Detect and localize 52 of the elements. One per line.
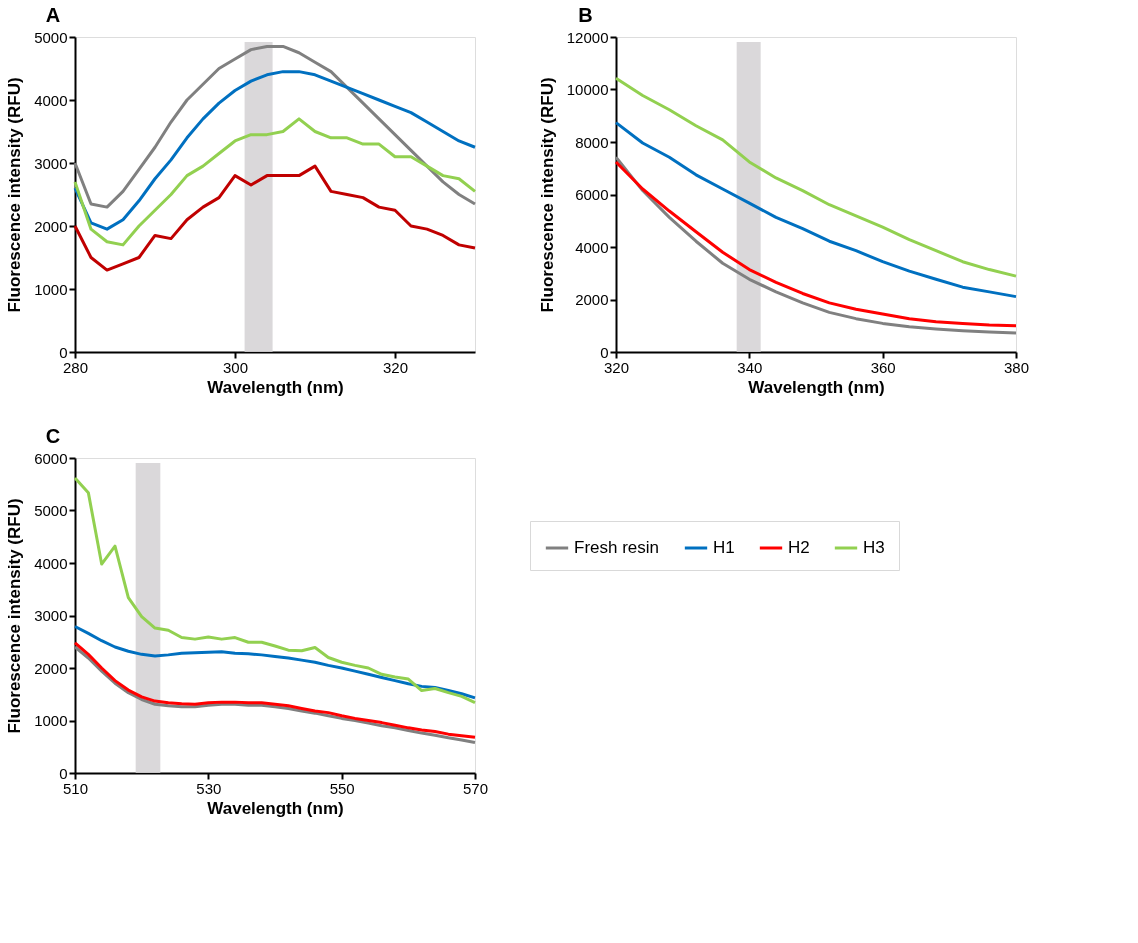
- x-tick-label: 300: [222, 358, 249, 376]
- x-tick-label: 380: [1003, 358, 1030, 376]
- line-series: [73, 70, 477, 231]
- y-tick-label: 5000: [34, 502, 68, 519]
- y-tick-label: 0: [59, 343, 68, 361]
- y-axis-title: Fluorescence intensity (RFU): [5, 77, 25, 313]
- x-tick-label: 510: [62, 779, 89, 797]
- x-tick-label: 320: [382, 358, 409, 376]
- x-axis-title: Wavelength (nm): [748, 377, 885, 397]
- y-tick-label: 2000: [575, 291, 609, 308]
- y-tick-label: 1000: [34, 280, 68, 298]
- x-tick-label: 320: [603, 358, 630, 376]
- line-series: [73, 117, 477, 247]
- y-tick-label: 4000: [575, 238, 609, 256]
- x-tick-label: 280: [62, 358, 89, 376]
- y-tick-label: 4000: [34, 554, 68, 572]
- line-series: [73, 625, 477, 700]
- legend-label: H3: [863, 538, 885, 557]
- y-tick-label: 8000: [575, 133, 609, 151]
- legend-label: H2: [788, 538, 810, 557]
- line-series: [73, 476, 477, 705]
- line-series: [73, 164, 477, 272]
- y-tick-label: 3000: [34, 154, 68, 172]
- y-tick-label: 6000: [575, 186, 609, 203]
- y-tick-label: 4000: [34, 91, 68, 109]
- y-tick-label: 2000: [34, 217, 68, 235]
- y-tick-label: 0: [59, 764, 68, 782]
- line-series: [73, 44, 477, 209]
- legend-label: Fresh resin: [574, 538, 660, 557]
- y-tick-label: 12000: [566, 28, 609, 46]
- x-tick-label: 360: [870, 358, 896, 376]
- x-axis-title: Wavelength (nm): [207, 377, 344, 397]
- line-series: [614, 121, 1018, 299]
- x-tick-label: 530: [196, 779, 222, 797]
- y-tick-label: 6000: [34, 449, 68, 467]
- chart-title: A: [45, 4, 61, 26]
- y-tick-label: 1000: [34, 712, 68, 729]
- legend-label: H1: [713, 538, 735, 557]
- y-axis-title: Fluorescence intensity (RFU): [5, 498, 25, 734]
- y-tick-label: 10000: [566, 81, 609, 98]
- x-tick-label: 570: [462, 779, 489, 797]
- line-series: [614, 76, 1018, 278]
- chart-title: B: [578, 4, 593, 26]
- y-axis-title: Fluorescence intensity (RFU): [537, 77, 557, 313]
- y-tick-label: 0: [600, 343, 609, 361]
- x-axis-title: Wavelength (nm): [207, 798, 344, 818]
- y-tick-label: 5000: [34, 28, 68, 46]
- y-tick-label: 3000: [34, 607, 68, 624]
- chart-title: C: [45, 425, 61, 447]
- x-tick-label: 340: [737, 358, 763, 376]
- y-tick-label: 2000: [34, 659, 68, 677]
- x-tick-label: 550: [329, 779, 355, 797]
